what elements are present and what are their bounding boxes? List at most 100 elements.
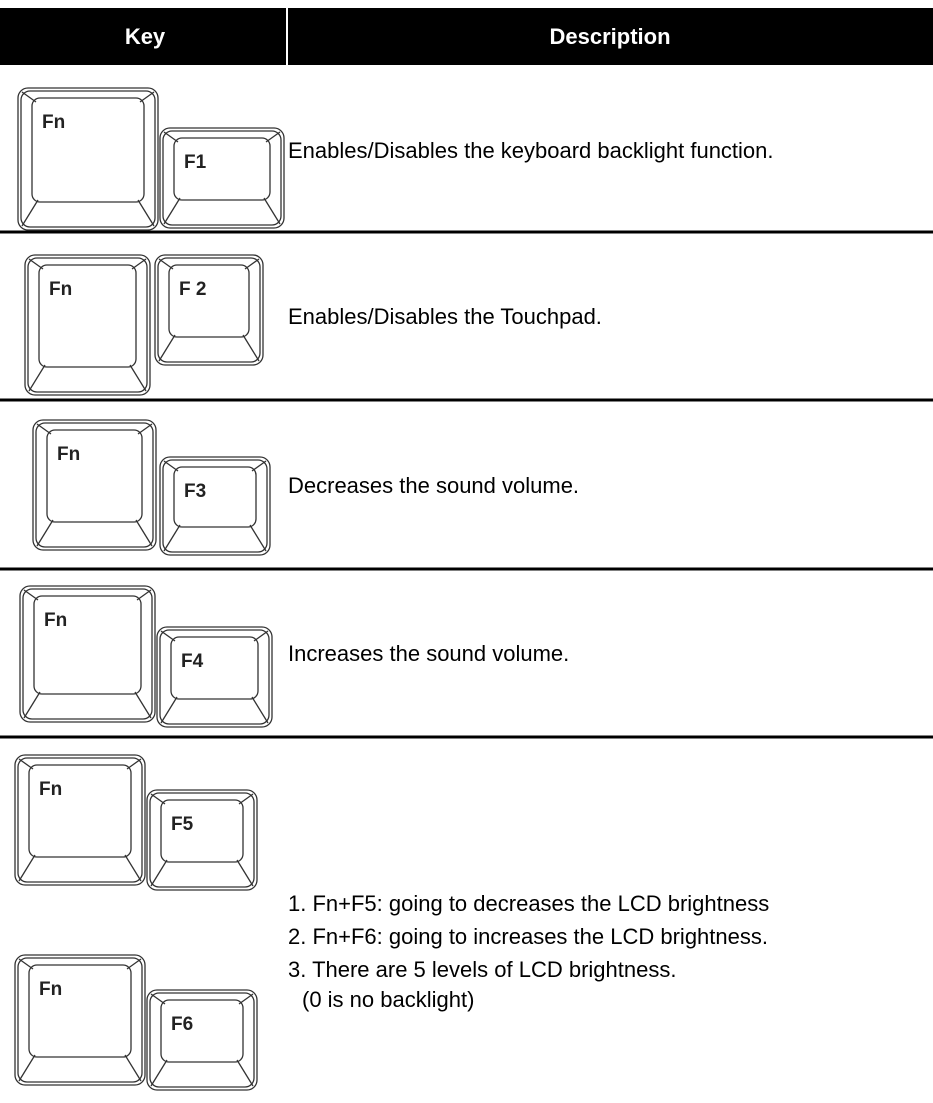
key-edge bbox=[137, 199, 155, 227]
key-edge bbox=[21, 199, 39, 227]
key-outer bbox=[154, 254, 264, 366]
key-edge bbox=[28, 258, 44, 270]
key-edge bbox=[136, 589, 152, 601]
key-edge bbox=[18, 854, 36, 882]
key-edge bbox=[163, 524, 181, 552]
key-outer bbox=[159, 127, 285, 229]
key-outer bbox=[24, 254, 151, 396]
header-description: Description bbox=[549, 24, 670, 49]
key-face bbox=[170, 636, 259, 700]
key-label: Fn bbox=[42, 112, 65, 133]
key-edge bbox=[23, 691, 41, 719]
key-edge bbox=[150, 1059, 168, 1087]
key-edge bbox=[163, 197, 181, 225]
key-edge bbox=[236, 859, 254, 887]
key-edge bbox=[18, 958, 34, 970]
key-edge bbox=[238, 993, 254, 1005]
key-face bbox=[38, 264, 137, 368]
key-face bbox=[173, 466, 257, 528]
key-edge bbox=[251, 696, 269, 724]
key-outer-inner bbox=[17, 957, 143, 1083]
key-label: Fn bbox=[39, 979, 62, 1000]
key-edge bbox=[126, 758, 142, 770]
key-outer-inner bbox=[157, 257, 261, 363]
key-label: Fn bbox=[44, 610, 67, 631]
key-edge bbox=[28, 364, 46, 392]
description: Decreases the sound volume. bbox=[288, 473, 579, 498]
key-label: Fn bbox=[57, 444, 80, 465]
key-edge bbox=[160, 696, 178, 724]
key-label: F5 bbox=[171, 814, 194, 835]
description: Enables/Disables the keyboard backlight … bbox=[288, 138, 774, 163]
description: 1. Fn+F5: going to decreases the LCD bri… bbox=[288, 891, 769, 916]
key-outer bbox=[14, 754, 146, 886]
row-separators bbox=[0, 230, 933, 739]
key-edge bbox=[21, 91, 37, 103]
key-face bbox=[168, 264, 250, 338]
key-outer-inner bbox=[162, 459, 268, 553]
key-edge bbox=[18, 1054, 36, 1082]
key-edge bbox=[129, 364, 147, 392]
key-outer bbox=[146, 989, 258, 1091]
key-edge bbox=[137, 423, 153, 435]
key-outer bbox=[159, 456, 271, 556]
key-outer-inner bbox=[162, 130, 282, 226]
key-outer-inner bbox=[22, 588, 153, 720]
key-face bbox=[160, 999, 244, 1063]
key-edge bbox=[158, 334, 176, 362]
key-edge bbox=[163, 460, 179, 472]
key-edge bbox=[139, 91, 155, 103]
key-edge bbox=[124, 1054, 142, 1082]
key-edge bbox=[158, 258, 174, 270]
key-edge bbox=[124, 854, 142, 882]
key-outer-inner bbox=[159, 629, 270, 725]
key-edge bbox=[242, 334, 260, 362]
key-label: F3 bbox=[184, 481, 206, 502]
key-edge bbox=[251, 460, 267, 472]
key-edge bbox=[263, 197, 281, 225]
key-outer bbox=[17, 87, 159, 231]
key-outer bbox=[32, 419, 157, 551]
key-face bbox=[46, 429, 143, 523]
key-edge bbox=[150, 793, 166, 805]
key-edge bbox=[150, 859, 168, 887]
description: Enables/Disables the Touchpad. bbox=[288, 304, 602, 329]
key-edge bbox=[238, 793, 254, 805]
key-outer bbox=[146, 789, 258, 891]
key-edge bbox=[135, 519, 153, 547]
key-face bbox=[33, 595, 142, 695]
key-edge bbox=[244, 258, 260, 270]
key-outer bbox=[14, 954, 146, 1086]
header-key: Key bbox=[125, 24, 166, 49]
key-outer bbox=[19, 585, 156, 723]
key-edge bbox=[160, 630, 176, 642]
key-label: Fn bbox=[39, 779, 62, 800]
key-edge bbox=[253, 630, 269, 642]
key-face bbox=[28, 964, 132, 1058]
description: (0 is no backlight) bbox=[302, 987, 474, 1012]
description: 3. There are 5 levels of LCD brightness. bbox=[288, 957, 676, 982]
key-label: Fn bbox=[49, 279, 72, 300]
key-edge bbox=[126, 958, 142, 970]
key-label: F 2 bbox=[179, 279, 206, 300]
key-outer-inner bbox=[149, 792, 255, 888]
key-label: F6 bbox=[171, 1014, 193, 1035]
key-face bbox=[173, 137, 271, 201]
description: Increases the sound volume. bbox=[288, 641, 569, 666]
header-bar bbox=[0, 8, 933, 65]
key-edge bbox=[236, 1059, 254, 1087]
key-edge bbox=[249, 524, 267, 552]
key-face bbox=[31, 97, 145, 203]
key-outer-inner bbox=[20, 90, 156, 228]
key-edge bbox=[150, 993, 166, 1005]
key-face bbox=[160, 799, 244, 863]
key-edge bbox=[23, 589, 39, 601]
key-edge bbox=[265, 131, 281, 143]
key-edge bbox=[131, 258, 147, 270]
key-label: F1 bbox=[184, 152, 207, 173]
key-label: F4 bbox=[181, 651, 204, 672]
description: 2. Fn+F6: going to increases the LCD bri… bbox=[288, 924, 768, 949]
key-outer-inner bbox=[35, 422, 154, 548]
